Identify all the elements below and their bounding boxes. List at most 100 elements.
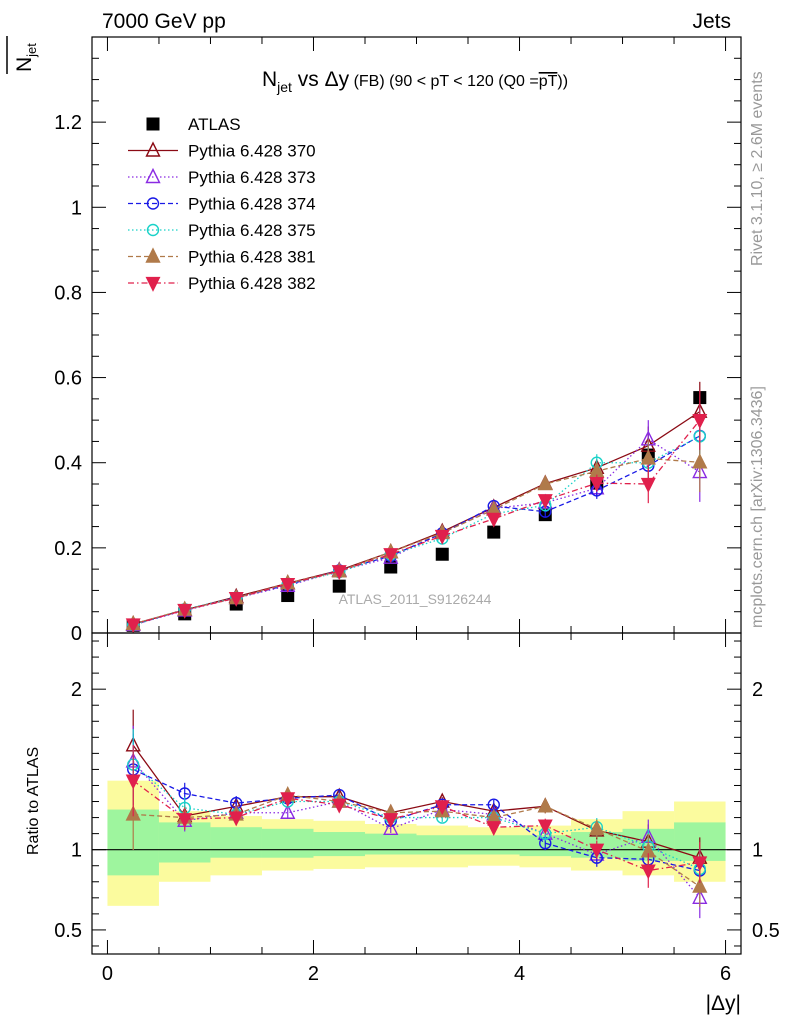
data-point — [228, 591, 244, 607]
ratio-point — [177, 813, 193, 829]
title-q0: pT — [539, 73, 558, 90]
y-tick-label-main: 1.2 — [54, 112, 82, 134]
legend-entry-ATLAS: ATLAS — [146, 115, 241, 134]
band-green-bin — [364, 833, 417, 855]
legend-marker — [145, 247, 161, 263]
legend-marker — [145, 276, 161, 292]
ratio-point — [383, 813, 399, 829]
data-point — [383, 548, 399, 564]
data-point — [280, 577, 296, 593]
mcplots-label: mcplots.cern.ch [arXiv:1306.3436] — [749, 386, 766, 628]
legend-entry-p373: Pythia 6.428 373 — [128, 167, 316, 187]
ratio-point — [434, 800, 450, 816]
legend-marker — [146, 117, 160, 131]
data-point — [692, 453, 708, 469]
band-green-bin — [261, 828, 314, 858]
watermark: ATLAS_2011_S9126244 — [339, 591, 492, 607]
title-n: N — [262, 68, 277, 91]
legend-label: Pythia 6.428 381 — [188, 248, 316, 267]
legend-entry-p374: Pythia 6.428 374 — [128, 195, 316, 214]
series-p382 — [125, 390, 708, 633]
atlas-point — [332, 579, 346, 593]
ratio-plot — [125, 709, 708, 919]
data-point — [692, 414, 708, 429]
y-tick-label-main: 0 — [71, 623, 82, 645]
ratio-point — [589, 843, 605, 859]
data-point — [640, 449, 656, 465]
data-point — [589, 477, 605, 492]
legend-marker — [146, 197, 160, 210]
axes: 0 2 4 6 0 0.2 0.4 0.6 0.8 1 1.2 0.5 0.5 1 1 2 2 — [54, 36, 780, 985]
x-tick-label: 6 — [720, 963, 731, 985]
legend: ATLAS Pythia 6.428 370 Pythia 6.428 373 Pyt… — [128, 115, 316, 293]
data-point — [640, 477, 656, 493]
plot-title: Njet vs Δy (FB) (90 < pT < 120 (Q0 =pT)) — [262, 68, 568, 95]
plot-frames — [91, 36, 742, 955]
legend-label: ATLAS — [188, 115, 241, 134]
legend-entry-p375: Pythia 6.428 375 — [128, 221, 316, 240]
y-tick-label-ratio: 1 — [71, 840, 82, 862]
y-tick-label-ratio-right: 2 — [752, 679, 763, 701]
data-point — [537, 474, 553, 491]
y-tick-label-ratio-right: 0.5 — [752, 920, 780, 942]
data-point — [486, 512, 502, 528]
ratio-point — [537, 819, 553, 835]
data-point — [331, 565, 347, 581]
legend-label: Pythia 6.428 370 — [188, 142, 316, 161]
atlas-point — [487, 525, 501, 539]
y-tick-label-ratio: 2 — [71, 679, 82, 701]
atlas-point — [281, 589, 295, 603]
title-vs: vs Δy — [292, 68, 350, 91]
ratio-series-line — [132, 760, 701, 899]
data-point — [434, 529, 450, 545]
ratio-series-line — [132, 780, 700, 872]
ratio-bands — [107, 780, 726, 906]
legend-marker — [145, 167, 161, 184]
ratio-series-line — [133, 794, 701, 888]
ratio-point — [692, 856, 708, 872]
y-tick-label-main: 0.4 — [54, 453, 82, 475]
y-tick-label-main: 0.6 — [54, 368, 82, 390]
title-fb: (FB) — [349, 73, 385, 90]
legend-label: Pythia 6.428 382 — [188, 274, 316, 293]
ratio-ylabel: Ratio to ATLAS — [25, 747, 42, 855]
y-tick-label-main: 0.8 — [54, 282, 82, 304]
series-line — [133, 419, 701, 626]
ratio-point — [537, 797, 553, 813]
atlas-point — [435, 547, 449, 561]
band-green-bin — [468, 835, 520, 855]
ratio-point — [486, 821, 502, 837]
ylabel-n-sub: jet — [24, 43, 39, 58]
main-plot — [125, 381, 708, 633]
band-green-bin — [313, 832, 365, 857]
legend-label: Pythia 6.428 374 — [188, 195, 316, 214]
y-tick-label-main: 0.2 — [54, 538, 82, 560]
ratio-point — [280, 803, 296, 819]
ratio-point — [589, 819, 605, 836]
legend-entry-p382: Pythia 6.428 382 — [128, 274, 316, 293]
x-axis-label: |Δy| — [706, 992, 741, 1015]
ratio-point — [125, 774, 141, 790]
ratio-point — [228, 811, 244, 827]
rivet-label: Rivet 3.1.10, ≥ 2.6M events — [749, 71, 766, 266]
legend-entry-p381: Pythia 6.428 381 — [128, 247, 316, 267]
y-tick-label-main: 1 — [71, 197, 82, 219]
band-green-bin — [210, 827, 262, 858]
energy-label: 7000 GeV pp — [102, 10, 226, 33]
category-label: Jets — [692, 10, 731, 33]
main-ylabel: Njet — [6, 36, 39, 74]
ratio-point — [640, 864, 656, 880]
ratio-point — [280, 792, 296, 808]
legend-entry-p370: Pythia 6.428 370 — [128, 141, 316, 161]
band-green-bin — [416, 835, 469, 855]
legend-label: Pythia 6.428 373 — [188, 168, 316, 187]
ratio-frame — [91, 632, 742, 955]
x-tick-label: 0 — [102, 963, 113, 985]
title-tail: )) — [557, 73, 568, 90]
data-point — [177, 603, 193, 619]
title-cut: (90 < pT < 120 (Q0 = — [385, 73, 539, 90]
ylabel-n: N — [13, 57, 36, 72]
legend-marker — [146, 223, 160, 237]
